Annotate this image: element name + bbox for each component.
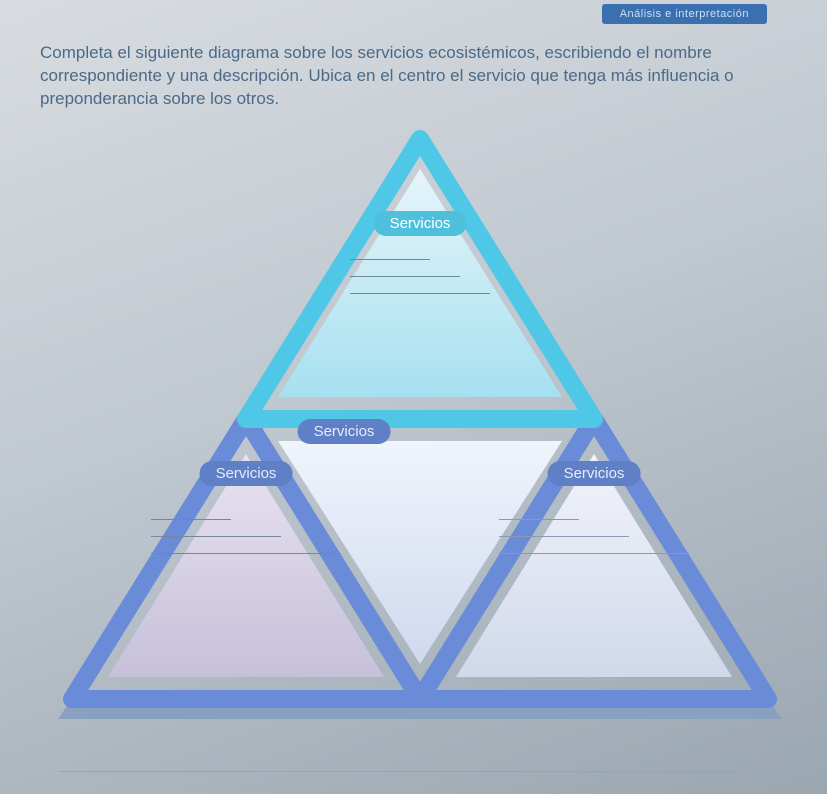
ecosystem-services-diagram: Servicios Servicios Servicios Servicios — [40, 119, 800, 739]
lines-top — [350, 259, 490, 294]
lines-right — [499, 519, 689, 554]
section-tag: Análisis e interpretación — [602, 4, 767, 24]
write-line — [499, 519, 579, 520]
write-line — [151, 536, 281, 537]
write-line — [350, 276, 460, 277]
bottom-rule — [60, 771, 747, 772]
write-line — [499, 536, 629, 537]
write-line — [350, 259, 430, 260]
lines-left — [151, 519, 341, 554]
label-top: Servicios — [374, 211, 467, 236]
write-line — [350, 293, 490, 294]
worksheet-page: Análisis e interpretación Completa el si… — [0, 0, 827, 794]
label-center: Servicios — [298, 419, 391, 444]
label-right: Servicios — [548, 461, 641, 486]
write-line — [499, 553, 689, 554]
label-left: Servicios — [200, 461, 293, 486]
instruction-text: Completa el siguiente diagrama sobre los… — [40, 42, 797, 111]
write-line — [151, 553, 341, 554]
write-line — [151, 519, 231, 520]
